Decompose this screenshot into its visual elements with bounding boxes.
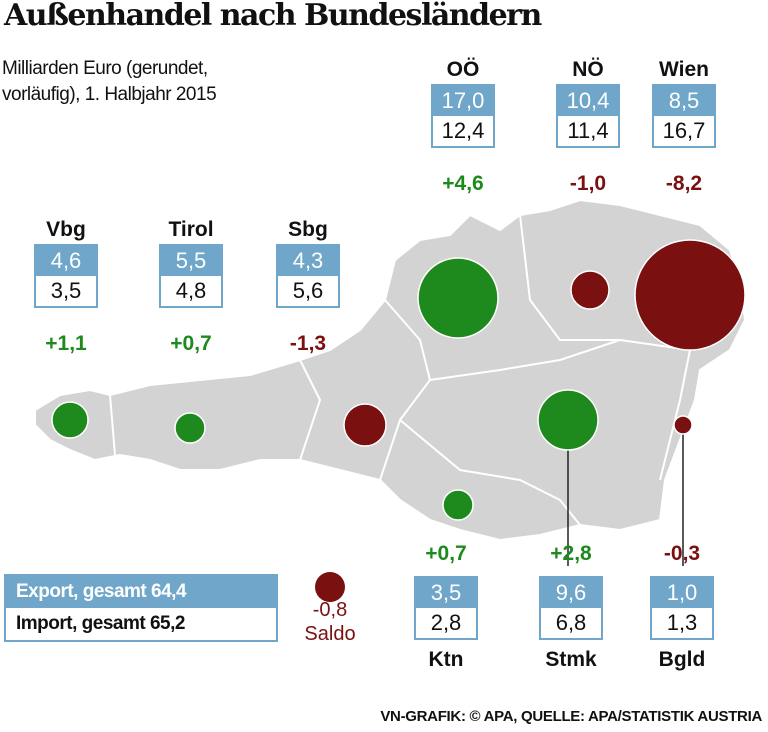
saldo-circle-noe bbox=[570, 270, 610, 310]
export-value: 5,5 bbox=[161, 246, 221, 276]
export-value: 17,0 bbox=[433, 86, 493, 116]
import-value: 5,6 bbox=[278, 276, 338, 306]
import-value: 3,5 bbox=[36, 276, 96, 306]
import-value: 1,3 bbox=[652, 608, 712, 638]
region-name: Tirol bbox=[168, 218, 214, 241]
saldo-circle-vbg bbox=[51, 401, 89, 439]
region-noe: NÖ 10,4 11,4 -1,0 bbox=[556, 56, 620, 198]
import-total: Import, gesamt 65,2 bbox=[6, 608, 276, 640]
import-value: 2,8 bbox=[416, 608, 476, 638]
saldo-circle-ooe bbox=[417, 257, 499, 339]
region-name: Sbg bbox=[288, 218, 328, 241]
saldo-value: -1,0 bbox=[569, 172, 607, 195]
saldo-legend-circle bbox=[315, 572, 345, 602]
export-value: 10,4 bbox=[558, 86, 618, 116]
saldo-value: +4,6 bbox=[442, 172, 484, 195]
value-box: 1,0 1,3 bbox=[650, 576, 714, 640]
export-total: Export, gesamt 64,4 bbox=[6, 576, 276, 608]
region-ooe: OÖ 17,0 12,4 +4,6 bbox=[431, 56, 495, 198]
export-value: 4,3 bbox=[278, 246, 338, 276]
state-borders bbox=[109, 214, 691, 526]
import-value: 16,7 bbox=[654, 116, 714, 146]
value-box: 4,6 3,5 bbox=[34, 244, 98, 308]
page-title: Außenhandel nach Bundesländern bbox=[4, 0, 542, 33]
saldo-circle-tirol bbox=[174, 412, 206, 444]
totals-legend: Export, gesamt 64,4 Import, gesamt 65,2 bbox=[4, 574, 278, 642]
value-box: 17,0 12,4 bbox=[431, 84, 495, 148]
region-tirol: Tirol 5,5 4,8 +0,7 bbox=[159, 216, 223, 358]
export-value: 1,0 bbox=[652, 578, 712, 608]
value-box: 4,3 5,6 bbox=[276, 244, 340, 308]
value-box: 9,6 6,8 bbox=[539, 576, 603, 640]
export-value: 9,6 bbox=[541, 578, 601, 608]
import-value: 6,8 bbox=[541, 608, 601, 638]
saldo-total-value: -0,8 bbox=[312, 599, 348, 621]
austria-outline bbox=[34, 198, 747, 542]
export-value: 3,5 bbox=[416, 578, 476, 608]
region-name: Stmk bbox=[545, 648, 597, 671]
saldo-value: +0,7 bbox=[170, 332, 212, 355]
saldo-value: -8,2 bbox=[665, 172, 703, 195]
value-box: 10,4 11,4 bbox=[556, 84, 620, 148]
import-value: 4,8 bbox=[161, 276, 221, 306]
import-value: 12,4 bbox=[433, 116, 493, 146]
region-name: Vbg bbox=[46, 218, 86, 241]
saldo-legend: -0,8 Saldo bbox=[290, 598, 370, 646]
saldo-circle-stmk bbox=[537, 389, 599, 451]
region-ktn: +0,7 3,5 2,8 Ktn bbox=[414, 540, 478, 674]
region-stmk: +2,8 9,6 6,8 Stmk bbox=[539, 540, 603, 674]
value-box: 5,5 4,8 bbox=[159, 244, 223, 308]
region-name: Wien bbox=[659, 58, 709, 81]
export-value: 4,6 bbox=[36, 246, 96, 276]
subtitle: Milliarden Euro (gerundet, vorläufig), 1… bbox=[2, 58, 217, 105]
region-sbg: Sbg 4,3 5,6 -1,3 bbox=[276, 216, 340, 358]
saldo-circle-wien bbox=[634, 239, 746, 351]
region-name: OÖ bbox=[446, 58, 480, 81]
saldo-value: +0,7 bbox=[425, 542, 467, 565]
saldo-value: -1,3 bbox=[289, 332, 327, 355]
value-box: 8,5 16,7 bbox=[652, 84, 716, 148]
import-value: 11,4 bbox=[558, 116, 618, 146]
saldo-value: -0,3 bbox=[663, 542, 701, 565]
export-value: 8,5 bbox=[654, 86, 714, 116]
region-name: NÖ bbox=[572, 58, 604, 81]
region-vbg: Vbg 4,6 3,5 +1,1 bbox=[34, 216, 98, 358]
saldo-value: +2,8 bbox=[550, 542, 592, 565]
region-wien: Wien 8,5 16,7 -8,2 bbox=[652, 56, 716, 198]
saldo-label: Saldo bbox=[304, 623, 356, 645]
saldo-circle-sbg bbox=[343, 403, 387, 447]
region-name: Ktn bbox=[428, 648, 464, 671]
saldo-circle-bgld bbox=[673, 415, 693, 435]
region-bgld: -0,3 1,0 1,3 Bgld bbox=[650, 540, 714, 674]
saldo-value: +1,1 bbox=[45, 332, 87, 355]
saldo-circle-ktn bbox=[442, 489, 474, 521]
source-credit: VN-GRAFIK: © APA, QUELLE: APA/STATISTIK … bbox=[380, 708, 762, 725]
region-name: Bgld bbox=[658, 648, 706, 671]
value-box: 3,5 2,8 bbox=[414, 576, 478, 640]
